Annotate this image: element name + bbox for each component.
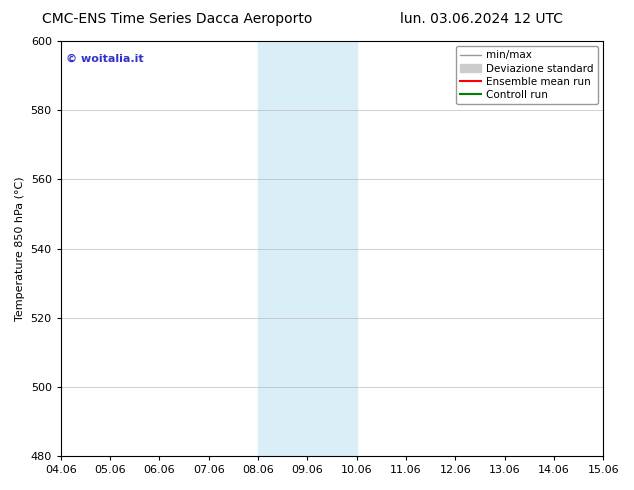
Y-axis label: Temperature 850 hPa (°C): Temperature 850 hPa (°C) bbox=[15, 176, 25, 321]
Bar bbox=[307, 41, 357, 456]
Text: © woitalia.it: © woitalia.it bbox=[67, 53, 144, 64]
Bar bbox=[603, 41, 628, 456]
Bar bbox=[258, 41, 307, 456]
Text: CMC-ENS Time Series Dacca Aeroporto: CMC-ENS Time Series Dacca Aeroporto bbox=[42, 12, 313, 26]
Text: lun. 03.06.2024 12 UTC: lun. 03.06.2024 12 UTC bbox=[400, 12, 564, 26]
Legend: min/max, Deviazione standard, Ensemble mean run, Controll run: min/max, Deviazione standard, Ensemble m… bbox=[456, 46, 598, 104]
